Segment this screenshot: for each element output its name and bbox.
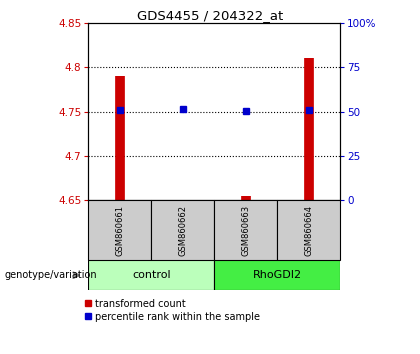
Legend: transformed count, percentile rank within the sample: transformed count, percentile rank withi…	[85, 299, 260, 321]
Text: RhoGDI2: RhoGDI2	[253, 270, 302, 280]
Bar	[88, 260, 214, 290]
Text: GSM860663: GSM860663	[241, 205, 250, 256]
Bar	[214, 200, 277, 260]
Text: GDS4455 / 204322_at: GDS4455 / 204322_at	[137, 9, 283, 22]
Bar	[88, 200, 151, 260]
Text: genotype/variation: genotype/variation	[4, 270, 97, 280]
Text: GSM860661: GSM860661	[115, 205, 124, 256]
Bar	[277, 200, 340, 260]
Text: control: control	[132, 270, 171, 280]
Text: GSM860664: GSM860664	[304, 205, 313, 256]
Text: GSM860662: GSM860662	[178, 205, 187, 256]
Bar	[214, 260, 340, 290]
Bar	[151, 200, 214, 260]
